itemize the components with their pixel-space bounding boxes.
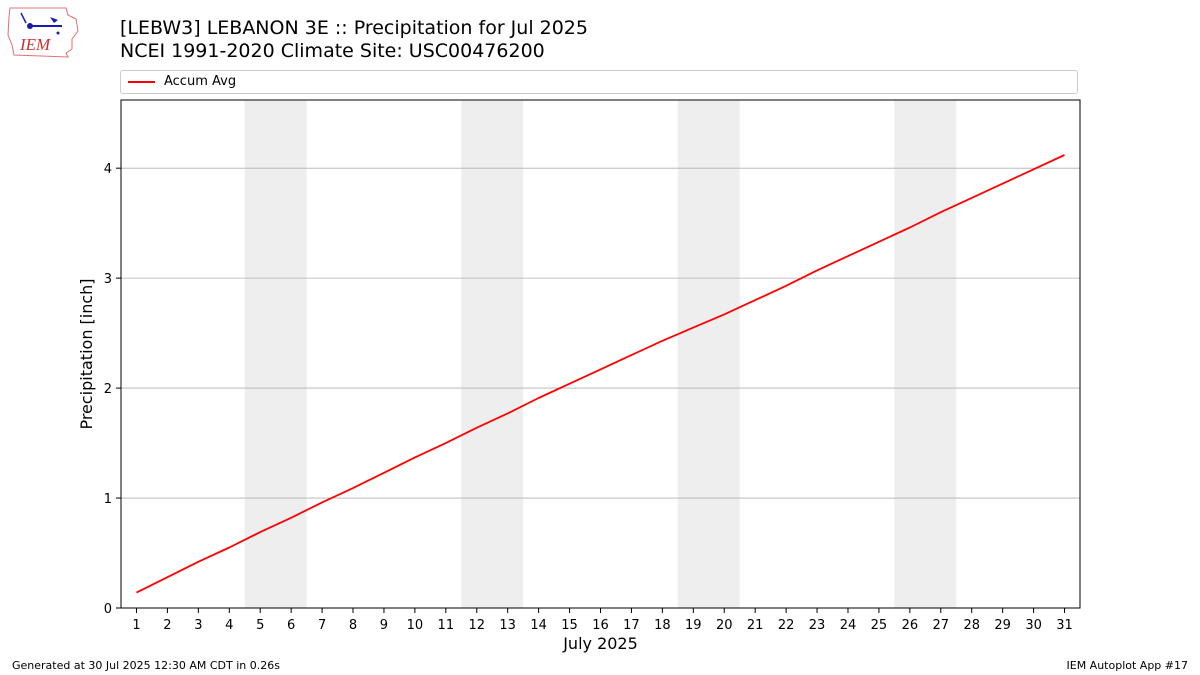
weekend-band: [461, 100, 524, 608]
iem-logo: IEM: [7, 7, 79, 58]
x-tick-label: 21: [747, 618, 764, 633]
x-tick-label: 28: [963, 618, 980, 633]
x-tick-label: 17: [623, 618, 640, 633]
legend-label-accum-avg: Accum Avg: [164, 74, 237, 89]
x-tick-label: 27: [933, 618, 950, 633]
x-tick-label: 9: [380, 618, 388, 633]
y-axis-label: Precipitation [inch]: [77, 278, 96, 429]
x-axis-label: July 2025: [562, 634, 638, 653]
series-line-accum-avg: [136, 154, 1065, 594]
x-tick-label: 4: [225, 618, 233, 633]
chart-subtitle: NCEI 1991-2020 Climate Site: USC00476200: [120, 40, 545, 62]
x-tick-label: 23: [809, 618, 826, 633]
x-tick-label: 7: [318, 618, 326, 633]
x-tick-label: 6: [287, 618, 295, 633]
x-tick-label: 1: [132, 618, 140, 633]
x-tick-label: 5: [256, 618, 264, 633]
x-tick-label: 11: [438, 618, 455, 633]
y-tick-label: 4: [104, 162, 112, 177]
x-tick-label: 22: [778, 618, 795, 633]
plot-frame: [120, 99, 1081, 609]
weekend-band: [677, 100, 740, 608]
x-tick-label: 16: [592, 618, 609, 633]
footer-app-id: IEM Autoplot App #17: [1066, 659, 1189, 672]
x-tick-label: 26: [902, 618, 919, 633]
weekend-band: [894, 100, 957, 608]
y-tick-label: 3: [104, 272, 112, 287]
y-tick-label: 0: [104, 602, 112, 617]
x-tick-label: 29: [994, 618, 1011, 633]
x-tick-label: 18: [654, 618, 671, 633]
footer-generated: Generated at 30 Jul 2025 12:30 AM CDT in…: [12, 659, 280, 672]
weekend-band: [244, 100, 307, 608]
legend-swatch-accum-avg: [128, 81, 155, 83]
x-tick-label: 20: [716, 618, 733, 633]
x-tick-label: 3: [194, 618, 202, 633]
x-tick-label: 8: [349, 618, 357, 633]
x-tick-label: 10: [407, 618, 424, 633]
x-tick-label: 30: [1025, 618, 1042, 633]
x-tick-label: 12: [468, 618, 485, 633]
legend: Accum Avg: [120, 70, 1078, 94]
x-tick-label: 2: [163, 618, 171, 633]
x-tick-label: 24: [840, 618, 857, 633]
y-tick-label: 2: [104, 382, 112, 397]
x-tick-label: 25: [871, 618, 888, 633]
x-tick-label: 13: [499, 618, 516, 633]
x-tick-label: 31: [1056, 618, 1073, 633]
chart-title: [LEBW3] LEBANON 3E :: Precipitation for …: [120, 17, 588, 39]
x-tick-label: 15: [561, 618, 578, 633]
x-tick-label: 19: [685, 618, 702, 633]
x-tick-label: 14: [530, 618, 547, 633]
y-tick-label: 1: [104, 492, 112, 507]
logo-text: IEM: [19, 35, 51, 54]
